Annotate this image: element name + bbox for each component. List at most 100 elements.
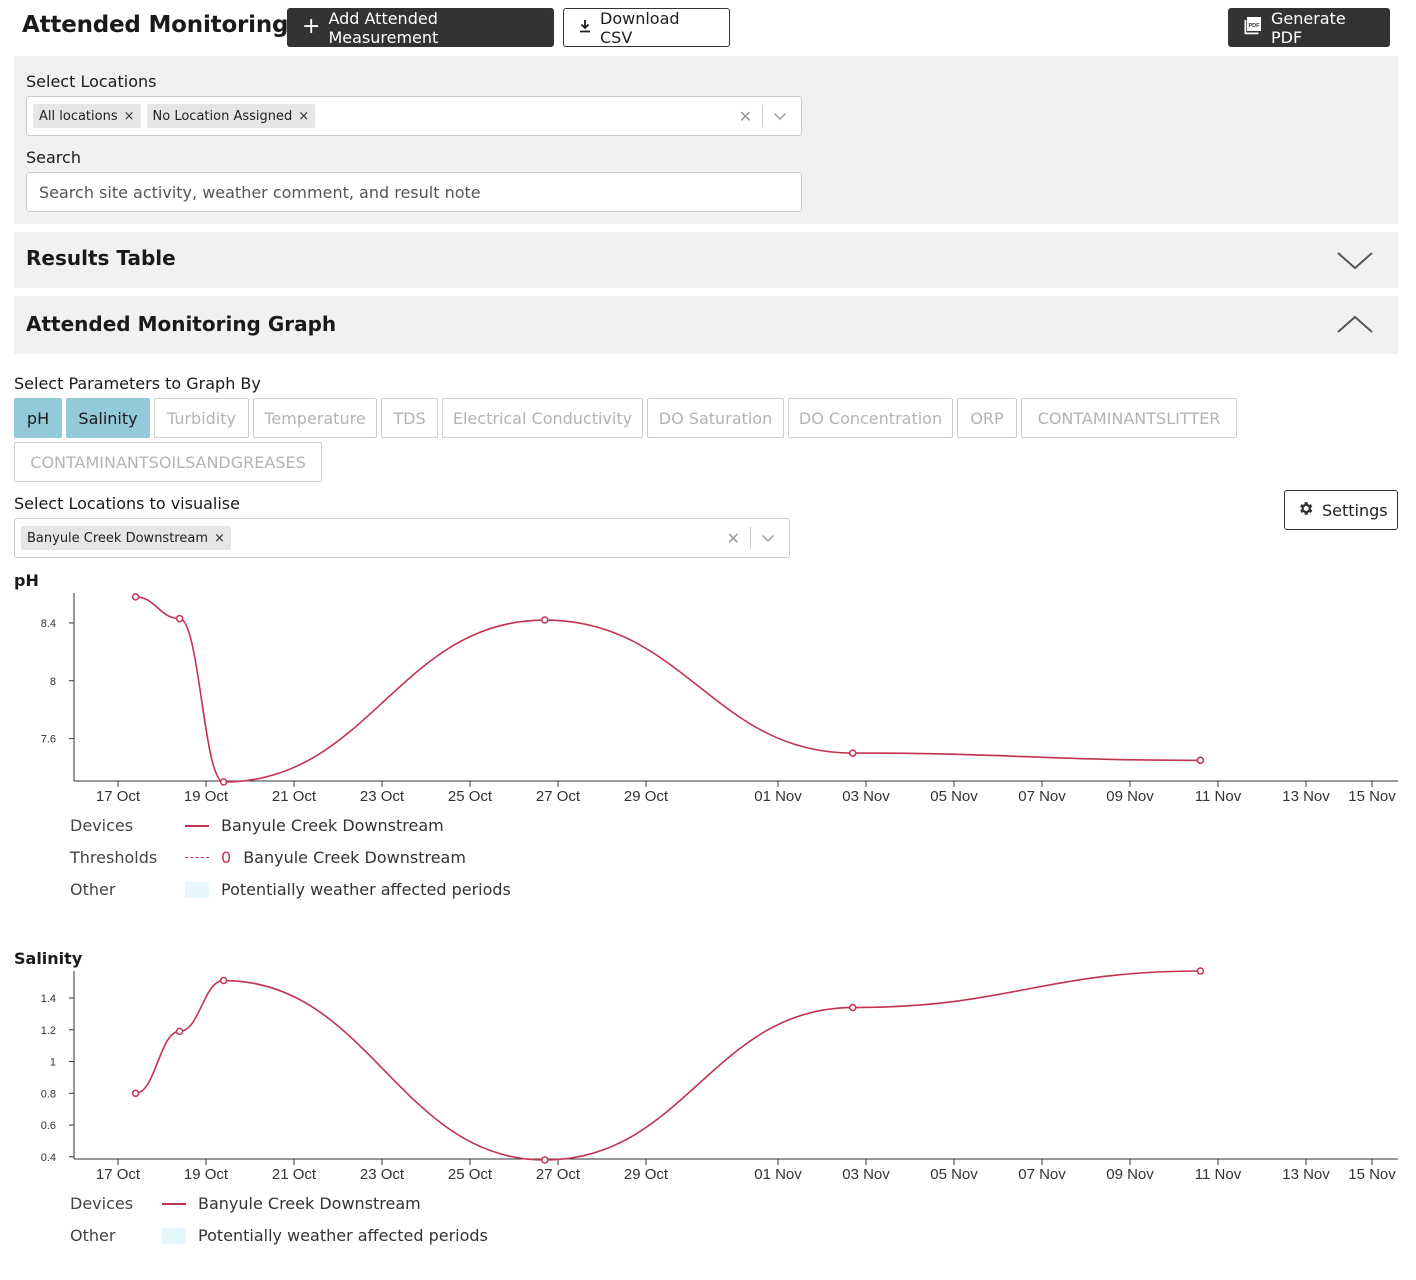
param-button[interactable]: CONTAMINANTSOILSANDGREASES	[14, 442, 322, 482]
x-tick-label: 23 Oct	[360, 788, 405, 805]
location-chip: All locations ×	[33, 104, 141, 128]
weather-swatch[interactable]	[162, 1227, 186, 1244]
visualise-label: Select Locations to visualise	[14, 494, 240, 513]
legend-weather-label[interactable]: Potentially weather affected periods	[221, 880, 511, 899]
legend-devices-row: Devices Banyule Creek Downstream	[70, 1194, 421, 1213]
data-point	[849, 1003, 857, 1012]
graph-accordion[interactable]: Attended Monitoring Graph	[14, 296, 1398, 354]
chip-label: No Location Assigned	[152, 108, 293, 124]
x-tick-label: 15 Nov	[1348, 1166, 1396, 1183]
weather-swatch[interactable]	[185, 881, 209, 898]
ph-chart: 7.6 8 8.4 17 Oct 19 Oct 21 Oct 23 Oct 25 Oct 27 …	[41, 593, 1398, 805]
x-tick-label: 29 Oct	[624, 1166, 669, 1183]
y-tick-label: 0.6	[41, 1120, 56, 1132]
chevron-down-icon[interactable]	[751, 534, 783, 543]
params-label: Select Parameters to Graph By	[14, 374, 261, 393]
legend-devices-heading: Devices	[70, 1194, 134, 1213]
remove-chip-icon[interactable]: ×	[123, 108, 135, 124]
generate-pdf-button[interactable]: PDF Generate PDF	[1228, 8, 1390, 47]
y-tick-label: 1	[50, 1057, 56, 1069]
param-button[interactable]: pH	[14, 398, 62, 438]
add-measurement-button[interactable]: + Add Attended Measurement	[287, 8, 554, 47]
y-tick-label: 0.8	[41, 1088, 56, 1100]
data-point	[849, 749, 857, 757]
x-tick-label: 13 Nov	[1282, 788, 1330, 805]
chip-label: Banyule Creek Downstream	[27, 530, 208, 546]
results-table-title: Results Table	[26, 246, 176, 270]
x-tick-label: 17 Oct	[96, 788, 141, 805]
param-button[interactable]: Temperature	[253, 398, 377, 438]
legend-thresholds-heading: Thresholds	[70, 848, 158, 867]
x-tick-label: 19 Oct	[184, 788, 229, 805]
x-tick-label: 17 Oct	[96, 1166, 141, 1183]
param-button[interactable]: ORP	[957, 398, 1017, 438]
download-csv-label: Download CSV	[600, 8, 680, 47]
param-button[interactable]: DO Saturation	[647, 398, 784, 438]
legend-other-heading: Other	[70, 880, 116, 899]
legend-devices-row: Devices Banyule Creek Downstream	[70, 816, 444, 835]
x-tick-label: 15 Nov	[1348, 788, 1396, 805]
y-tick-label: 0.4	[41, 1152, 56, 1164]
param-button[interactable]: CONTAMINANTSLITTER	[1021, 398, 1237, 438]
page-title: Attended Monitoring	[22, 12, 289, 38]
pdf-icon: PDF	[1243, 16, 1263, 40]
chip-label: All locations	[39, 108, 118, 124]
data-point	[541, 1156, 549, 1164]
x-tick-label: 03 Nov	[842, 1166, 890, 1183]
x-tick-label: 29 Oct	[624, 788, 669, 805]
param-button[interactable]: Turbidity	[154, 398, 249, 438]
chevron-down-icon[interactable]	[1336, 250, 1374, 276]
search-placeholder: Search site activity, weather comment, a…	[39, 182, 481, 202]
param-button[interactable]: Salinity	[66, 398, 150, 438]
clear-icon[interactable]: ✕	[726, 528, 740, 548]
legend-device-label[interactable]: Banyule Creek Downstream	[198, 1194, 421, 1213]
location-chip: No Location Assigned ×	[146, 104, 316, 128]
visualise-locations-select[interactable]: Banyule Creek Downstream × ✕	[14, 518, 790, 558]
results-table-accordion[interactable]: Results Table	[14, 232, 1398, 288]
plus-icon: +	[302, 13, 321, 39]
y-tick-label: 7.6	[41, 734, 56, 746]
legend-thresholds-row: Thresholds 0 Banyule Creek Downstream	[70, 848, 466, 867]
param-button[interactable]: DO Concentration	[788, 398, 953, 438]
search-input[interactable]: Search site activity, weather comment, a…	[26, 172, 802, 212]
chevron-up-icon[interactable]	[1336, 313, 1374, 339]
locations-select[interactable]: All locations × No Location Assigned × ✕	[26, 96, 802, 136]
x-tick-label: 11 Nov	[1195, 788, 1242, 805]
param-button[interactable]: TDS	[381, 398, 438, 438]
data-point	[219, 778, 228, 786]
remove-chip-icon[interactable]: ×	[298, 108, 310, 124]
chevron-down-icon[interactable]	[763, 112, 795, 121]
legend-threshold-label[interactable]: Banyule Creek Downstream	[243, 848, 466, 867]
salinity-chart: 0.4 0.6 0.8 1 1.2 1.4 17 Oct 19 Oct 21 Oct 23 Oct…	[41, 967, 1398, 1183]
x-tick-label: 05 Nov	[930, 1166, 978, 1183]
data-point	[219, 976, 228, 985]
x-tick-label: 25 Oct	[448, 788, 493, 805]
x-tick-label: 21 Oct	[272, 788, 317, 805]
x-tick-label: 09 Nov	[1106, 1166, 1154, 1183]
x-tick-label: 27 Oct	[536, 1166, 581, 1183]
clear-icon[interactable]: ✕	[738, 106, 752, 126]
search-label: Search	[26, 148, 81, 167]
data-point	[541, 616, 549, 624]
data-point	[1196, 756, 1205, 765]
legend-device-label[interactable]: Banyule Creek Downstream	[221, 816, 444, 835]
data-point	[175, 1027, 184, 1036]
threshold-value: 0	[221, 848, 232, 867]
legend-weather-label[interactable]: Potentially weather affected periods	[198, 1226, 488, 1245]
settings-button[interactable]: Settings	[1284, 490, 1398, 530]
y-tick-label: 1.4	[41, 993, 56, 1005]
series-line-swatch[interactable]	[162, 1202, 186, 1205]
threshold-dashed-swatch[interactable]	[185, 857, 209, 858]
location-chip: Banyule Creek Downstream ×	[21, 526, 231, 550]
gear-icon	[1297, 500, 1314, 521]
x-tick-label: 23 Oct	[360, 1166, 405, 1183]
series-line-swatch[interactable]	[185, 824, 209, 827]
x-tick-label: 05 Nov	[930, 788, 978, 805]
generate-pdf-label: Generate PDF	[1271, 8, 1346, 47]
x-tick-label: 01 Nov	[754, 788, 802, 805]
param-button[interactable]: Electrical Conductivity	[442, 398, 643, 438]
download-csv-button[interactable]: Download CSV	[563, 8, 730, 47]
remove-chip-icon[interactable]: ×	[213, 530, 225, 546]
y-tick-label: 8	[50, 676, 56, 688]
x-tick-label: 09 Nov	[1106, 788, 1154, 805]
